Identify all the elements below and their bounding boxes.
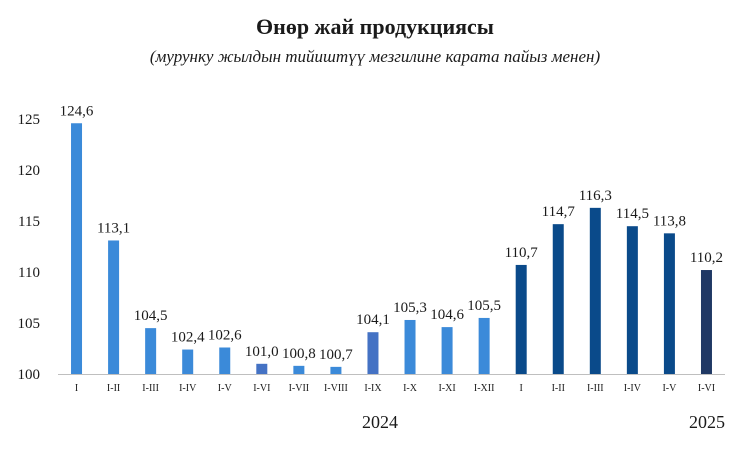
value-label: 101,0 <box>245 344 279 360</box>
x-tick-label: I-VII <box>289 383 310 394</box>
x-tick-label: I-XI <box>438 383 455 394</box>
bar <box>330 366 342 374</box>
bar <box>700 270 712 374</box>
value-label: 110,7 <box>505 245 539 261</box>
bar <box>108 240 120 374</box>
x-tick-label: I-II <box>107 383 120 394</box>
bar <box>626 226 638 374</box>
x-tick-label: I-VIII <box>324 383 348 394</box>
value-label: 110,2 <box>690 250 723 266</box>
chart-subtitle: (мурунку жылдын тийиштүү мезгилине карат… <box>149 47 601 66</box>
x-tick-label: I-V <box>662 383 677 394</box>
y-tick-label: 120 <box>18 163 41 179</box>
y-tick-label: 110 <box>18 265 40 281</box>
value-label: 104,1 <box>356 312 390 328</box>
y-tick-label: 125 <box>18 112 41 128</box>
y-tick-label: 100 <box>18 367 41 383</box>
value-label: 105,3 <box>393 300 427 316</box>
bar <box>367 332 379 374</box>
x-tick-label: I-VI <box>253 383 270 394</box>
bar <box>71 123 83 374</box>
bar <box>589 207 601 374</box>
value-label: 124,6 <box>60 103 94 119</box>
bar <box>404 319 416 374</box>
value-label: 113,1 <box>97 220 130 236</box>
value-label: 114,5 <box>616 206 649 222</box>
value-label: 102,6 <box>208 327 242 343</box>
bar <box>182 349 194 374</box>
value-label: 104,6 <box>430 307 464 323</box>
x-tick-label: I-IV <box>179 383 197 394</box>
bar <box>663 233 675 374</box>
x-tick-label: I-X <box>403 383 418 394</box>
value-label: 105,5 <box>467 298 501 314</box>
bar <box>256 363 268 374</box>
value-label: 104,5 <box>134 308 168 324</box>
chart-title: Өнөр жай продукциясы <box>256 14 494 39</box>
x-tick-label: I-VI <box>698 383 715 394</box>
bar <box>145 328 157 374</box>
group-labels-group: 2024 2025 <box>362 412 725 432</box>
bar <box>219 347 231 374</box>
bars-group <box>71 123 712 374</box>
x-tick-label: I-IX <box>364 383 382 394</box>
y-axis: 100 105 110 115 120 125 <box>18 112 41 383</box>
y-tick-label: 105 <box>18 316 41 332</box>
value-label: 100,8 <box>282 346 316 362</box>
bar <box>552 224 564 374</box>
group-label: 2025 <box>689 412 725 432</box>
value-label: 102,4 <box>171 330 205 346</box>
bar <box>441 327 453 374</box>
bar <box>293 365 305 374</box>
x-tick-label: I-V <box>218 383 233 394</box>
group-label: 2024 <box>362 412 398 432</box>
y-tick-label: 115 <box>18 214 40 230</box>
x-tick-label: I-III <box>142 383 159 394</box>
x-labels-group: I I-II I-III I-IV I-V I-VI I-VII I-VIII I-IX I-X I… <box>75 383 715 394</box>
x-tick-label: I-III <box>587 383 604 394</box>
bar <box>478 317 490 374</box>
value-label: 116,3 <box>579 188 612 204</box>
x-tick-label: I-IV <box>624 383 642 394</box>
x-tick-label: I-XII <box>474 383 495 394</box>
x-tick-label: I-II <box>552 383 565 394</box>
x-tick-label: I <box>520 383 523 394</box>
bar <box>515 264 527 374</box>
value-label: 113,8 <box>653 213 686 229</box>
value-label: 114,7 <box>542 204 576 220</box>
x-tick-label: I <box>75 383 78 394</box>
value-label: 100,7 <box>319 347 353 363</box>
